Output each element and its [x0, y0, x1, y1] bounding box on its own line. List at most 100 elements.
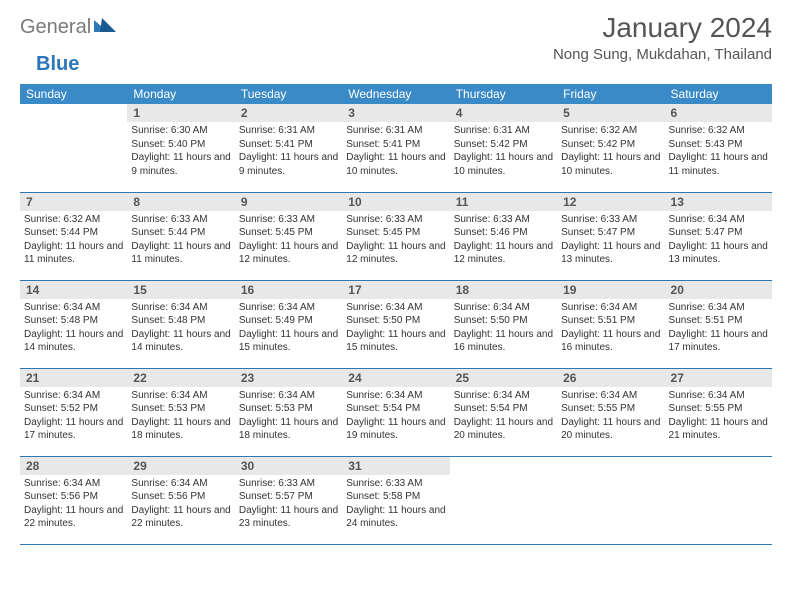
- day-cell: 10Sunrise: 6:33 AMSunset: 5:45 PMDayligh…: [342, 192, 449, 280]
- daylight-line: Daylight: 11 hours and 10 minutes.: [454, 151, 553, 178]
- sunset-line: Sunset: 5:41 PM: [239, 138, 338, 152]
- sunrise-line: Sunrise: 6:34 AM: [346, 389, 445, 403]
- daylight-line: Daylight: 11 hours and 13 minutes.: [561, 240, 660, 267]
- sunset-line: Sunset: 5:41 PM: [346, 138, 445, 152]
- day-details: Sunrise: 6:34 AMSunset: 5:47 PMDaylight:…: [665, 211, 772, 271]
- weekday-header: Wednesday: [342, 84, 449, 104]
- day-number: 5: [557, 104, 664, 122]
- sunrise-line: Sunrise: 6:33 AM: [239, 213, 338, 227]
- day-number: 7: [20, 193, 127, 211]
- day-cell: 18Sunrise: 6:34 AMSunset: 5:50 PMDayligh…: [450, 280, 557, 368]
- weekday-header: Sunday: [20, 84, 127, 104]
- daylight-line: Daylight: 11 hours and 10 minutes.: [346, 151, 445, 178]
- day-details: Sunrise: 6:33 AMSunset: 5:46 PMDaylight:…: [450, 211, 557, 271]
- day-cell: 17Sunrise: 6:34 AMSunset: 5:50 PMDayligh…: [342, 280, 449, 368]
- daylight-line: Daylight: 11 hours and 21 minutes.: [669, 416, 768, 443]
- sunset-line: Sunset: 5:56 PM: [24, 490, 123, 504]
- day-details: Sunrise: 6:34 AMSunset: 5:54 PMDaylight:…: [450, 387, 557, 447]
- daylight-line: Daylight: 11 hours and 12 minutes.: [346, 240, 445, 267]
- day-number: 28: [20, 457, 127, 475]
- day-number: 10: [342, 193, 449, 211]
- sunset-line: Sunset: 5:53 PM: [239, 402, 338, 416]
- day-number: 8: [127, 193, 234, 211]
- day-number: 25: [450, 369, 557, 387]
- sunset-line: Sunset: 5:45 PM: [239, 226, 338, 240]
- day-cell: 19Sunrise: 6:34 AMSunset: 5:51 PMDayligh…: [557, 280, 664, 368]
- day-details: Sunrise: 6:32 AMSunset: 5:43 PMDaylight:…: [665, 122, 772, 182]
- sunrise-line: Sunrise: 6:31 AM: [454, 124, 553, 138]
- sunrise-line: Sunrise: 6:34 AM: [131, 389, 230, 403]
- sunset-line: Sunset: 5:55 PM: [669, 402, 768, 416]
- daylight-line: Daylight: 11 hours and 17 minutes.: [669, 328, 768, 355]
- day-cell: [557, 456, 664, 544]
- day-details: Sunrise: 6:32 AMSunset: 5:44 PMDaylight:…: [20, 211, 127, 271]
- day-cell: 1Sunrise: 6:30 AMSunset: 5:40 PMDaylight…: [127, 104, 234, 192]
- month-title: January 2024: [553, 12, 772, 44]
- sunrise-line: Sunrise: 6:32 AM: [669, 124, 768, 138]
- daylight-line: Daylight: 11 hours and 14 minutes.: [131, 328, 230, 355]
- sunset-line: Sunset: 5:58 PM: [346, 490, 445, 504]
- daylight-line: Daylight: 11 hours and 11 minutes.: [131, 240, 230, 267]
- day-number: 30: [235, 457, 342, 475]
- weekday-header: Saturday: [665, 84, 772, 104]
- sunrise-line: Sunrise: 6:33 AM: [454, 213, 553, 227]
- day-details: Sunrise: 6:33 AMSunset: 5:45 PMDaylight:…: [235, 211, 342, 271]
- day-details: Sunrise: 6:33 AMSunset: 5:57 PMDaylight:…: [235, 475, 342, 535]
- day-cell: 11Sunrise: 6:33 AMSunset: 5:46 PMDayligh…: [450, 192, 557, 280]
- sunset-line: Sunset: 5:52 PM: [24, 402, 123, 416]
- daylight-line: Daylight: 11 hours and 19 minutes.: [346, 416, 445, 443]
- weekday-header-row: SundayMondayTuesdayWednesdayThursdayFrid…: [20, 84, 772, 104]
- sunrise-line: Sunrise: 6:34 AM: [131, 477, 230, 491]
- daylight-line: Daylight: 11 hours and 20 minutes.: [454, 416, 553, 443]
- sunrise-line: Sunrise: 6:34 AM: [454, 389, 553, 403]
- sunset-line: Sunset: 5:45 PM: [346, 226, 445, 240]
- week-row: 28 Sunrise: 6:34 AM Sunset: 5:56 PM Dayligh…: [20, 456, 772, 544]
- day-details: Sunrise: 6:30 AMSunset: 5:40 PMDaylight:…: [127, 122, 234, 182]
- daylight-line: Daylight: 11 hours and 13 minutes.: [669, 240, 768, 267]
- weekday-header: Friday: [557, 84, 664, 104]
- day-number: 24: [342, 369, 449, 387]
- sunrise-line: Sunrise: 6:34 AM: [239, 389, 338, 403]
- sunrise-line: Sunrise: 6:34 AM: [669, 389, 768, 403]
- day-number: 13: [665, 193, 772, 211]
- sunset-line: Sunset: 5:44 PM: [131, 226, 230, 240]
- day-cell: 15Sunrise: 6:34 AMSunset: 5:48 PMDayligh…: [127, 280, 234, 368]
- daylight-line: Daylight: 11 hours and 18 minutes.: [239, 416, 338, 443]
- day-number: 14: [20, 281, 127, 299]
- daylight-line: Daylight: 11 hours and 14 minutes.: [24, 328, 123, 355]
- day-cell: 2Sunrise: 6:31 AMSunset: 5:41 PMDaylight…: [235, 104, 342, 192]
- day-cell: 22Sunrise: 6:34 AMSunset: 5:53 PMDayligh…: [127, 368, 234, 456]
- day-number: 2: [235, 104, 342, 122]
- sunset-line: Sunset: 5:51 PM: [669, 314, 768, 328]
- day-details: Sunrise: 6:32 AMSunset: 5:42 PMDaylight:…: [557, 122, 664, 182]
- day-number: 23: [235, 369, 342, 387]
- daylight-line: Daylight: 11 hours and 16 minutes.: [454, 328, 553, 355]
- sunset-line: Sunset: 5:42 PM: [454, 138, 553, 152]
- day-number: 18: [450, 281, 557, 299]
- day-details: Sunrise: 6:34 AMSunset: 5:49 PMDaylight:…: [235, 299, 342, 359]
- weekday-header: Thursday: [450, 84, 557, 104]
- day-details: Sunrise: 6:33 AMSunset: 5:58 PMDaylight:…: [342, 475, 449, 535]
- day-cell: 9Sunrise: 6:33 AMSunset: 5:45 PMDaylight…: [235, 192, 342, 280]
- sunrise-line: Sunrise: 6:33 AM: [131, 213, 230, 227]
- week-row: 14Sunrise: 6:34 AMSunset: 5:48 PMDayligh…: [20, 280, 772, 368]
- sunset-line: Sunset: 5:53 PM: [131, 402, 230, 416]
- day-details: Sunrise: 6:31 AMSunset: 5:42 PMDaylight:…: [450, 122, 557, 182]
- sunset-line: Sunset: 5:47 PM: [669, 226, 768, 240]
- day-number: 31: [342, 457, 449, 475]
- day-cell: 7Sunrise: 6:32 AMSunset: 5:44 PMDaylight…: [20, 192, 127, 280]
- day-cell: 6Sunrise: 6:32 AMSunset: 5:43 PMDaylight…: [665, 104, 772, 192]
- sunset-line: Sunset: 5:54 PM: [346, 402, 445, 416]
- day-details: Sunrise: 6:34 AMSunset: 5:48 PMDaylight:…: [20, 299, 127, 359]
- daylight-line: Daylight: 11 hours and 16 minutes.: [561, 328, 660, 355]
- day-details: Sunrise: 6:34 AMSunset: 5:50 PMDaylight:…: [450, 299, 557, 359]
- day-number: 4: [450, 104, 557, 122]
- day-cell: 13Sunrise: 6:34 AMSunset: 5:47 PMDayligh…: [665, 192, 772, 280]
- sunset-line: Sunset: 5:48 PM: [131, 314, 230, 328]
- day-details: Sunrise: 6:34 AMSunset: 5:52 PMDaylight:…: [20, 387, 127, 447]
- sunset-line: Sunset: 5:43 PM: [669, 138, 768, 152]
- day-cell: 20Sunrise: 6:34 AMSunset: 5:51 PMDayligh…: [665, 280, 772, 368]
- day-number: 27: [665, 369, 772, 387]
- daylight-line: Daylight: 11 hours and 24 minutes.: [346, 504, 445, 531]
- day-cell: 28Sunrise: 6:34 AMSunset: 5:56 PMDayligh…: [20, 456, 127, 544]
